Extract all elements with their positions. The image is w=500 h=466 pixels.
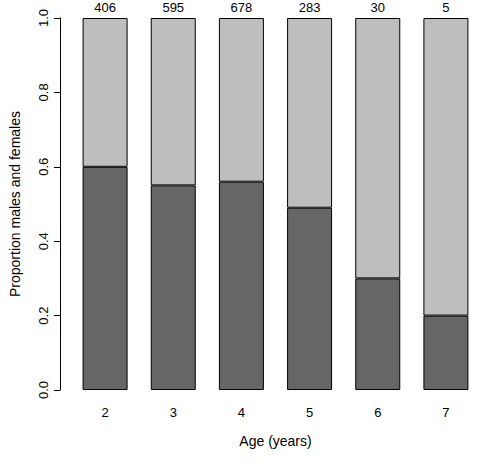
- svg-text:4: 4: [238, 405, 245, 420]
- svg-text:406: 406: [94, 0, 116, 15]
- svg-text:Age (years): Age (years): [239, 433, 311, 449]
- svg-text:6: 6: [374, 405, 381, 420]
- svg-text:Proportion males and females: Proportion males and females: [7, 111, 23, 297]
- svg-text:0.4: 0.4: [36, 232, 51, 250]
- svg-text:0.0: 0.0: [36, 381, 51, 399]
- svg-text:678: 678: [231, 0, 253, 15]
- svg-text:30: 30: [371, 0, 385, 15]
- svg-text:0.2: 0.2: [36, 307, 51, 325]
- svg-text:0.8: 0.8: [36, 83, 51, 101]
- svg-text:7: 7: [442, 405, 449, 420]
- svg-text:595: 595: [162, 0, 184, 15]
- svg-text:0.6: 0.6: [36, 158, 51, 176]
- svg-text:2: 2: [101, 405, 108, 420]
- svg-text:283: 283: [299, 0, 321, 15]
- svg-text:3: 3: [170, 405, 177, 420]
- svg-text:5: 5: [306, 405, 313, 420]
- svg-text:1.0: 1.0: [36, 9, 51, 27]
- svg-text:5: 5: [442, 0, 449, 15]
